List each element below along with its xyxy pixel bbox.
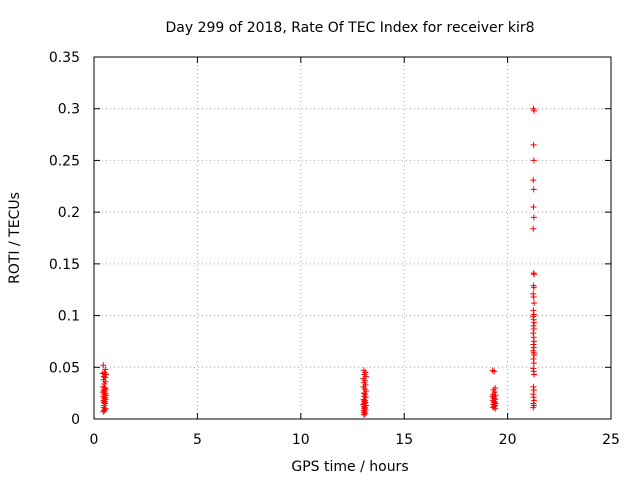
data-point xyxy=(102,366,109,373)
y-tick-label: 0 xyxy=(71,412,80,428)
data-point xyxy=(362,410,369,417)
data-point xyxy=(489,367,496,374)
data-point xyxy=(531,271,538,278)
y-tick-label: 0.2 xyxy=(58,205,80,221)
y-tick-label: 0.25 xyxy=(49,153,80,169)
data-point xyxy=(360,411,367,418)
data-point xyxy=(530,293,537,300)
data-point xyxy=(530,214,537,221)
data-point xyxy=(361,393,368,400)
y-tick-label: 0.1 xyxy=(58,309,80,325)
plot-frame xyxy=(93,56,612,420)
x-tick-label: 0 xyxy=(90,432,99,448)
data-point xyxy=(530,344,537,351)
data-point xyxy=(531,371,538,378)
data-point xyxy=(530,141,537,148)
data-point xyxy=(530,203,537,210)
data-point xyxy=(530,177,537,184)
chart-title: Day 299 of 2018, Rate Of TEC Index for r… xyxy=(165,20,534,36)
data-point xyxy=(531,300,538,307)
y-tick-label: 0.3 xyxy=(58,102,80,118)
y-axis: 0 0.05 0.1 0.15 0.2 0.25 0.3 0.35 xyxy=(49,50,611,428)
x-tick-label: 20 xyxy=(499,432,517,448)
data-point xyxy=(530,225,537,232)
y-axis-label: ROTI / TECUs xyxy=(7,192,23,284)
x-tick-label: 10 xyxy=(292,432,310,448)
y-tick-label: 0.05 xyxy=(49,360,80,376)
y-tick-label: 0.15 xyxy=(49,257,80,273)
data-point xyxy=(530,360,537,367)
data-point xyxy=(530,186,537,193)
data-point xyxy=(530,404,537,411)
x-axis: 0 5 10 15 20 25 xyxy=(90,57,620,448)
data-point xyxy=(531,319,538,326)
y-tick-label: 0.35 xyxy=(49,50,80,66)
data-point xyxy=(100,408,107,415)
data-point xyxy=(530,326,537,333)
data-point xyxy=(491,368,498,375)
data-point xyxy=(530,157,537,164)
data-point xyxy=(530,387,537,394)
data-point xyxy=(531,107,538,114)
x-tick-label: 25 xyxy=(602,432,620,448)
x-tick-label: 5 xyxy=(193,432,202,448)
data-point xyxy=(100,362,107,369)
data-point xyxy=(101,407,108,414)
data-point xyxy=(531,338,538,345)
data-point xyxy=(99,370,106,377)
data-point xyxy=(531,397,538,404)
data-point xyxy=(492,405,499,412)
x-tick-label: 15 xyxy=(395,432,413,448)
data-point xyxy=(530,284,537,291)
data-points xyxy=(99,105,538,418)
grid xyxy=(94,57,611,419)
x-axis-label: GPS time / hours xyxy=(291,459,408,475)
data-point xyxy=(531,351,538,358)
